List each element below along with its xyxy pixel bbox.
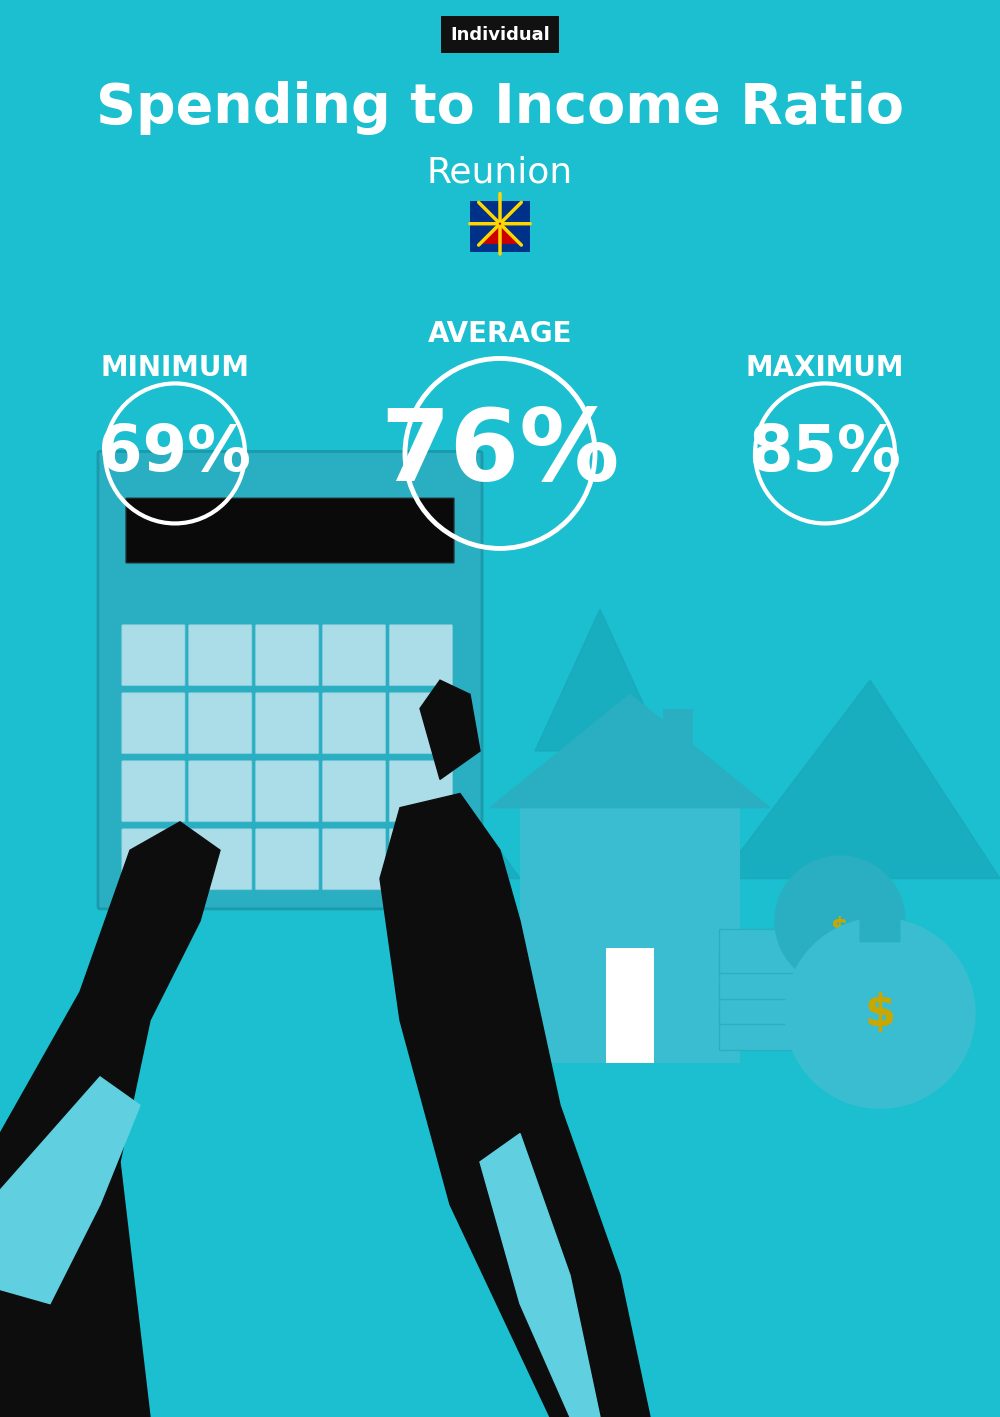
FancyBboxPatch shape	[256, 829, 319, 890]
Polygon shape	[484, 224, 516, 244]
FancyBboxPatch shape	[663, 708, 693, 779]
FancyBboxPatch shape	[189, 693, 252, 754]
FancyBboxPatch shape	[606, 948, 654, 1063]
Text: 85%: 85%	[749, 422, 901, 485]
FancyBboxPatch shape	[719, 979, 821, 1024]
FancyBboxPatch shape	[322, 761, 386, 822]
FancyBboxPatch shape	[860, 905, 901, 942]
Polygon shape	[0, 822, 220, 1417]
FancyBboxPatch shape	[719, 1005, 821, 1050]
FancyBboxPatch shape	[322, 829, 386, 890]
Circle shape	[775, 856, 905, 986]
FancyBboxPatch shape	[520, 808, 740, 1063]
Text: 76%: 76%	[380, 405, 620, 502]
Text: $: $	[865, 992, 896, 1034]
Polygon shape	[490, 694, 770, 808]
FancyBboxPatch shape	[389, 761, 452, 822]
FancyBboxPatch shape	[122, 761, 185, 822]
FancyBboxPatch shape	[719, 928, 821, 973]
Polygon shape	[720, 680, 1000, 879]
Text: MAXIMUM: MAXIMUM	[746, 354, 904, 383]
FancyBboxPatch shape	[256, 761, 319, 822]
FancyBboxPatch shape	[256, 693, 319, 754]
Text: Reunion: Reunion	[427, 156, 573, 190]
FancyBboxPatch shape	[122, 829, 185, 890]
Polygon shape	[380, 794, 650, 1417]
FancyBboxPatch shape	[322, 625, 386, 686]
FancyBboxPatch shape	[389, 693, 452, 754]
FancyBboxPatch shape	[389, 829, 452, 890]
FancyBboxPatch shape	[189, 829, 252, 890]
Polygon shape	[480, 1134, 600, 1417]
Text: Spending to Income Ratio: Spending to Income Ratio	[96, 81, 904, 135]
Polygon shape	[280, 708, 520, 879]
Text: 69%: 69%	[98, 422, 252, 485]
FancyBboxPatch shape	[470, 201, 530, 252]
FancyBboxPatch shape	[189, 625, 252, 686]
FancyBboxPatch shape	[189, 761, 252, 822]
FancyBboxPatch shape	[122, 625, 185, 686]
FancyBboxPatch shape	[122, 693, 185, 754]
Polygon shape	[535, 609, 665, 879]
Text: MINIMUM: MINIMUM	[100, 354, 250, 383]
Polygon shape	[0, 1077, 140, 1304]
Circle shape	[785, 918, 975, 1108]
FancyBboxPatch shape	[719, 954, 821, 999]
Text: Individual: Individual	[450, 26, 550, 44]
FancyBboxPatch shape	[322, 693, 386, 754]
Text: $: $	[831, 915, 849, 939]
FancyBboxPatch shape	[256, 625, 319, 686]
Polygon shape	[420, 680, 480, 779]
Text: AVERAGE: AVERAGE	[428, 320, 572, 349]
FancyBboxPatch shape	[126, 499, 454, 563]
FancyBboxPatch shape	[389, 625, 452, 686]
FancyBboxPatch shape	[98, 452, 482, 908]
